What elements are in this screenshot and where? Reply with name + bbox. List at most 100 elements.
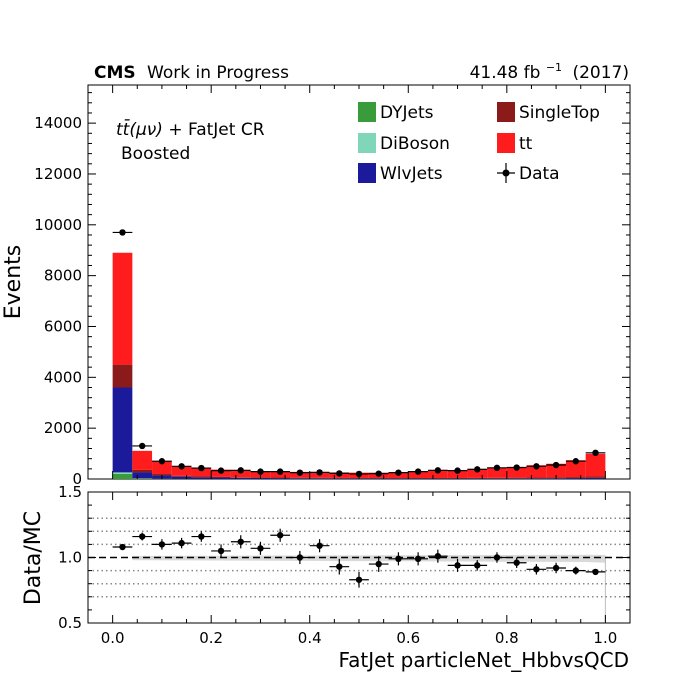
ratio-x-axis: 0.0 0.2 0.4 0.6 0.8 1.0 (87, 492, 631, 647)
main-histogram-panel: 0 2000 4000 6000 8000 10000 12000 14000 Events (1, 84, 631, 488)
ratio-point (257, 545, 264, 552)
data-point (533, 463, 540, 470)
bar-singletop (152, 474, 172, 476)
bar-tt (467, 468, 488, 478)
ratio-point (217, 547, 225, 555)
bar-singletop (171, 475, 192, 477)
ratio-point (454, 562, 461, 569)
ratio-point (572, 567, 579, 574)
data-point (572, 458, 579, 465)
ratio-point (375, 560, 382, 568)
main-x-ticks (87, 85, 631, 479)
bar-singletop (191, 476, 212, 478)
svg-text:tt̄(μν) + FatJet CR: tt̄(μν) + FatJet CR (116, 118, 265, 140)
data-point (237, 467, 244, 474)
y-tick-label: 12000 (34, 165, 82, 183)
ratio-point (434, 552, 442, 560)
y-tick-label: 0 (72, 470, 82, 488)
ratio-y-tick-label: 1.5 (58, 483, 82, 501)
data-points (112, 229, 606, 478)
bar-singletop (467, 477, 488, 479)
ratio-point (237, 538, 244, 545)
x-tick-label: 1.0 (593, 629, 617, 647)
bar-wlvjets (329, 478, 350, 479)
bar-wlvjets (112, 387, 133, 473)
bar-singletop (565, 477, 586, 479)
bar-dyjets (112, 473, 133, 479)
bar-wlvjets (211, 477, 231, 479)
bar-tt (171, 466, 192, 476)
ratio-point (158, 541, 166, 548)
bar-wlvjets (290, 478, 310, 479)
data-point (414, 468, 422, 475)
legend-swatch-singletop (497, 102, 515, 122)
bar-singletop (132, 469, 153, 473)
ratio-point (552, 564, 560, 572)
ratio-point (276, 532, 284, 539)
lumi-exponent: −1 (546, 61, 562, 74)
ratio-y-label: Data/MC (21, 511, 46, 605)
data-point (474, 466, 481, 473)
legend-label-singletop: SingleTop (519, 103, 600, 123)
y-tick-label: 6000 (44, 317, 82, 335)
data-point (198, 464, 205, 472)
region-category: Boosted (121, 144, 190, 164)
stacked-bars (112, 252, 606, 479)
data-point (119, 229, 126, 236)
data-point (139, 442, 146, 450)
bar-tt (487, 467, 507, 478)
legend-swatch-wlvjets (358, 163, 376, 183)
ratio-point (139, 533, 146, 540)
legend-label-tt: tt (519, 134, 533, 154)
y-tick-label: 14000 (34, 114, 82, 132)
bar-tt (132, 450, 153, 470)
y-tick-label: 8000 (44, 267, 82, 285)
legend-label-data: Data (519, 164, 560, 184)
bar-singletop (230, 477, 251, 478)
bar-singletop (270, 477, 291, 479)
bar-tt (427, 470, 448, 478)
data-point (493, 464, 501, 472)
data-point (375, 470, 382, 477)
y-tick-label: 4000 (44, 368, 82, 386)
bar-tt (526, 465, 547, 478)
x-tick-label: 0.6 (396, 629, 420, 647)
data-point (592, 449, 599, 457)
data-point (257, 468, 264, 475)
data-point (552, 461, 560, 469)
data-point (513, 464, 520, 471)
ratio-point (592, 568, 599, 576)
bar-tt (585, 453, 606, 477)
data-point (454, 467, 461, 474)
region-selection: + FatJet CR (168, 120, 264, 140)
lumi-value: 41.48 fb (470, 63, 541, 83)
ratio-points (88, 517, 630, 623)
bar-wlvjets (230, 477, 251, 479)
ratio-point (296, 554, 304, 561)
ratio-point (336, 563, 343, 570)
x-tick-label: 0.4 (298, 629, 322, 647)
bar-tt (112, 252, 133, 365)
x-tick-label: 0.8 (495, 629, 519, 647)
data-point (296, 469, 304, 476)
bar-tt (546, 463, 566, 478)
bar-dyjets (132, 478, 153, 479)
ratio-point (316, 542, 323, 549)
data-point (395, 469, 402, 476)
ratio-panel: 0.5 1.0 1.5 0.0 0.2 0.4 0.6 0.8 1.0 Data/MC Fat… (21, 483, 631, 672)
ratio-point (355, 576, 363, 583)
bar-wlvjets (132, 472, 153, 479)
bar-tt (506, 466, 527, 478)
bar-wlvjets (526, 478, 547, 479)
legend: DYJets DiBoson WlvJets SingleTop tt Data (358, 102, 600, 184)
bar-wlvjets (565, 478, 586, 479)
bar-singletop (526, 477, 547, 479)
main-y-label: Events (1, 245, 26, 320)
data-point (217, 467, 225, 474)
bar-wlvjets (171, 476, 192, 479)
y-tick-label: 2000 (44, 419, 82, 437)
bar-wlvjets (585, 477, 606, 479)
bar-diboson (112, 472, 133, 474)
bar-singletop (211, 476, 231, 478)
